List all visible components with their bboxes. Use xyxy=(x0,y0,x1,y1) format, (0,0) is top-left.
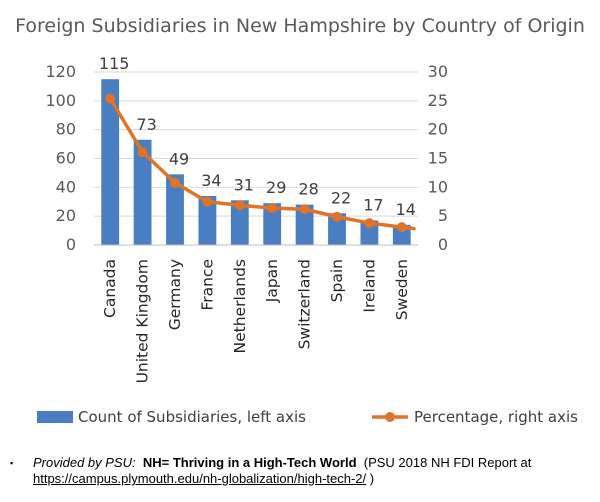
data-label: 49 xyxy=(169,149,189,168)
caption-report-title: NH= Thriving in a High-Tech World xyxy=(142,455,357,470)
data-label: 29 xyxy=(266,178,286,197)
caption-provided-by: Provided by PSU: xyxy=(33,455,136,470)
left-axis-tick-label: 60 xyxy=(56,149,76,168)
legend: Count of Subsidiaries, left axis Percenta… xyxy=(37,408,578,426)
line-marker xyxy=(364,218,375,229)
left-axis-tick-label: 80 xyxy=(56,120,76,139)
category-label: Sweden xyxy=(393,259,411,320)
line-marker xyxy=(234,200,245,211)
legend-line-label: Percentage, right axis xyxy=(414,408,578,426)
bar xyxy=(328,213,346,245)
right-axis-tick-label: 30 xyxy=(428,62,448,81)
line-marker xyxy=(396,222,407,233)
caption-line-2: https://campus.plymouth.edu/nh-globaliza… xyxy=(33,471,374,487)
legend-bar-label: Count of Subsidiaries, left axis xyxy=(78,408,306,426)
chart-svg: Foreign Subsidiaries in New Hampshire by… xyxy=(15,15,585,426)
legend-bar-swatch xyxy=(37,411,73,423)
line-marker xyxy=(137,147,148,158)
left-axis-tick-label: 120 xyxy=(45,62,76,81)
caption-line-1: Provided by PSU: NH= Thriving in a High-… xyxy=(33,455,531,471)
category-label: Netherlands xyxy=(231,259,249,353)
line-marker xyxy=(267,203,278,214)
line-marker xyxy=(299,204,310,215)
bar xyxy=(198,195,217,245)
chart-title: Foreign Subsidiaries in New Hampshire by… xyxy=(15,15,585,37)
bar xyxy=(133,139,152,245)
bar xyxy=(360,220,379,245)
caption-link[interactable]: https://campus.plymouth.edu/nh-globaliza… xyxy=(33,471,367,486)
bar xyxy=(392,224,411,245)
bar xyxy=(295,204,314,245)
line-series xyxy=(105,93,416,233)
line-marker xyxy=(170,177,180,188)
left-axis-tick-label: 0 xyxy=(66,235,76,254)
category-label: Spain xyxy=(328,259,346,302)
legend-line-marker xyxy=(385,412,395,422)
data-label: 31 xyxy=(234,175,254,194)
data-label: 17 xyxy=(363,195,383,214)
axes: 0 20 40 60 80 100 120 0 5 10 15 20 25 30 Canada United … xyxy=(45,62,448,383)
left-axis-tick-label: 40 xyxy=(56,177,76,196)
data-label: 14 xyxy=(396,200,416,219)
line-marker xyxy=(202,196,213,207)
category-label: Switzerland xyxy=(296,259,314,349)
bullet-icon: ▪ xyxy=(10,458,14,468)
bar xyxy=(166,174,184,245)
line-marker xyxy=(105,93,116,104)
category-label: Japan xyxy=(263,259,281,303)
data-label: 22 xyxy=(331,188,351,207)
left-axis-tick-label: 100 xyxy=(45,91,76,110)
right-axis-tick-label: 0 xyxy=(438,235,448,254)
category-label: France xyxy=(198,259,216,311)
bar xyxy=(101,79,120,245)
bar-series xyxy=(101,79,411,245)
data-label: 34 xyxy=(201,171,221,190)
right-axis-tick-label: 25 xyxy=(428,91,448,110)
category-label: United Kingdom xyxy=(134,259,152,383)
chart: Foreign Subsidiaries in New Hampshire by… xyxy=(15,15,585,426)
category-label: Germany xyxy=(166,259,184,330)
caption-closing: ) xyxy=(369,471,375,486)
data-label: 28 xyxy=(298,180,318,199)
bar xyxy=(263,203,282,245)
category-label: Canada xyxy=(101,259,119,318)
left-axis-tick-label: 20 xyxy=(56,206,76,225)
right-axis-tick-label: 10 xyxy=(428,177,448,196)
caption-report-detail: (PSU 2018 NH FDI Report at xyxy=(363,455,532,470)
data-label: 115 xyxy=(99,54,130,73)
right-axis-tick-label: 5 xyxy=(438,206,448,225)
right-axis-tick-label: 15 xyxy=(428,149,448,168)
data-label: 73 xyxy=(136,115,156,134)
right-axis-tick-label: 20 xyxy=(428,120,448,139)
data-labels: 115 73 49 34 31 29 28 22 17 14 xyxy=(99,54,416,219)
bar xyxy=(230,200,249,245)
line-marker xyxy=(332,211,342,222)
category-label: Ireland xyxy=(360,259,378,313)
